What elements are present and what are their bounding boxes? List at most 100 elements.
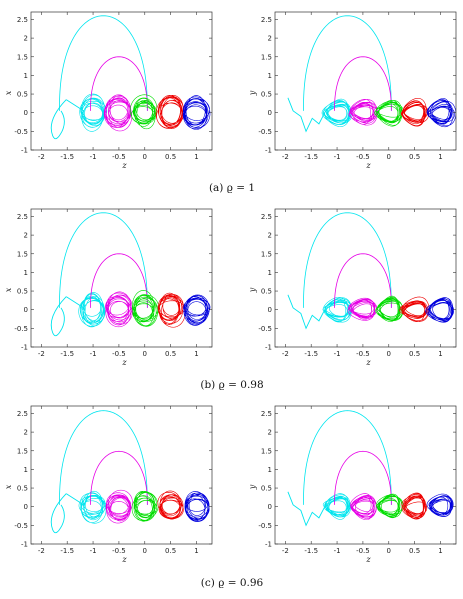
series-0-arc [303, 15, 392, 111]
x-tick-label: 0.5 [409, 153, 420, 161]
x-tick-label: 0.5 [165, 350, 176, 358]
x-axis-label: z [365, 358, 371, 367]
series-1-arc [90, 56, 148, 111]
series-2-orbit [376, 493, 404, 519]
plot-area [50, 212, 211, 337]
series-0-arc [303, 410, 392, 505]
x-tick-label: -2 [38, 153, 45, 161]
x-tick-label: 0.5 [165, 547, 176, 555]
series-3-orbit [155, 94, 185, 129]
x-tick-label: 0 [143, 547, 147, 555]
y-tick-label: 2.5 [261, 16, 272, 24]
series-0-tail [287, 97, 328, 133]
series-1-orbit [348, 99, 378, 126]
x-tick-label: 1 [194, 350, 198, 358]
y-tick-label: 2.5 [261, 410, 272, 418]
y-tick-label: 1 [268, 466, 272, 474]
series-2-orbit [129, 94, 158, 130]
series-0-tail [287, 491, 328, 527]
axes-frame [274, 208, 457, 348]
y-axis-label: y [248, 90, 257, 96]
series-1-orbit [103, 94, 133, 132]
series-3-orbit [157, 292, 186, 328]
x-axis-label: z [121, 555, 127, 564]
x-tick-label: -1.5 [60, 547, 74, 555]
x-tick-label: 0 [143, 350, 147, 358]
y-tick-label: 0.5 [17, 485, 28, 493]
series-0-orbit [78, 292, 106, 328]
y-axis-label: x [4, 484, 13, 489]
y-tick-label: 0 [24, 306, 28, 314]
y-tick-label: 2 [24, 232, 28, 240]
x-tick-label: -0.5 [356, 547, 370, 555]
y-tick-label: -0.5 [258, 522, 272, 530]
series-4-orbit [426, 493, 454, 517]
series-0-orbit [78, 490, 107, 524]
series-1-arc [90, 450, 148, 505]
y-tick-label: -0.5 [14, 522, 28, 530]
y-tick-label: 0.5 [17, 288, 28, 296]
y-tick-label: 0.5 [17, 91, 28, 99]
y-tick-label: 1.5 [17, 250, 28, 258]
y-tick-label: -0.5 [14, 325, 28, 333]
series-2-orbit [131, 490, 159, 522]
x-tick-label: -1 [334, 547, 341, 555]
y-tick-label: 0.5 [261, 91, 272, 99]
series-3-orbit [401, 492, 428, 520]
plot-area [287, 410, 454, 527]
series-1-orbit [350, 493, 377, 521]
y-tick-label: 2 [268, 35, 272, 43]
plot-area [287, 212, 455, 330]
series-2-orbit [375, 295, 404, 322]
y-tick-label: 2 [24, 429, 28, 437]
x-tick-label: 1 [194, 547, 198, 555]
series-0-orbit [79, 93, 108, 132]
panel-r2-c0: -2 -1.5 -1 -0.5 0 0.5 1 -1 -0.5 0 0.5 1 1.5 2 2.5 z x [4, 405, 213, 564]
y-axis-label: y [248, 484, 257, 490]
x-axis-label: z [365, 161, 371, 170]
y-tick-label: 1 [24, 269, 28, 277]
y-tick-label: 2 [24, 35, 28, 43]
axes-frame [274, 11, 457, 151]
y-tick-label: -0.5 [258, 325, 272, 333]
x-tick-label: 0 [387, 547, 391, 555]
y-tick-label: 2 [268, 232, 272, 240]
series-3-orbit [157, 490, 184, 520]
series-0-orbit [321, 98, 353, 127]
x-tick-label: -1 [334, 350, 341, 358]
x-tick-label: -2 [282, 547, 289, 555]
plot-area [287, 15, 456, 133]
series-3-orbit [399, 296, 430, 323]
subfigure-caption: (c) ϱ = 0.96 [201, 577, 264, 589]
x-tick-label: -0.5 [112, 153, 126, 161]
panel-r1-c1: -2 -1.5 -1 -0.5 0 0.5 1 -1 -0.5 0 0.5 1 1.5 2 2.5 z y [248, 208, 457, 367]
series-4-orbit [425, 297, 455, 323]
x-tick-label: -2 [38, 547, 45, 555]
y-axis-label: x [4, 90, 13, 95]
panel-r0-c1: -2 -1.5 -1 -0.5 0 0.5 1 -1 -0.5 0 0.5 1 1.5 2 2.5 z y [248, 11, 457, 170]
y-tick-label: 0 [268, 503, 272, 511]
y-tick-label: 0.5 [261, 288, 272, 296]
x-tick-label: -1.5 [304, 547, 318, 555]
series-0-arc [59, 212, 148, 308]
axes-frame [30, 405, 213, 545]
y-tick-label: -1 [21, 541, 28, 549]
series-1-orbit [105, 291, 133, 328]
y-tick-label: 1.5 [261, 250, 272, 258]
x-tick-label: 1 [438, 153, 442, 161]
y-tick-label: 2.5 [261, 213, 272, 221]
axes-frame [30, 208, 213, 348]
subfigure-caption: (a) ϱ = 1 [209, 182, 255, 194]
series-3-orbit [400, 97, 430, 127]
y-tick-label: 0 [268, 306, 272, 314]
series-0-arc [59, 410, 148, 505]
y-tick-label: 2 [268, 429, 272, 437]
x-tick-label: -0.5 [356, 350, 370, 358]
y-tick-label: -1 [265, 541, 272, 549]
x-tick-label: -1 [90, 547, 97, 555]
series-0-tail [50, 99, 84, 140]
series-0-orbit [322, 296, 352, 323]
series-2-orbit [374, 100, 404, 127]
axes-frame [30, 11, 213, 151]
plot-area [50, 410, 210, 534]
